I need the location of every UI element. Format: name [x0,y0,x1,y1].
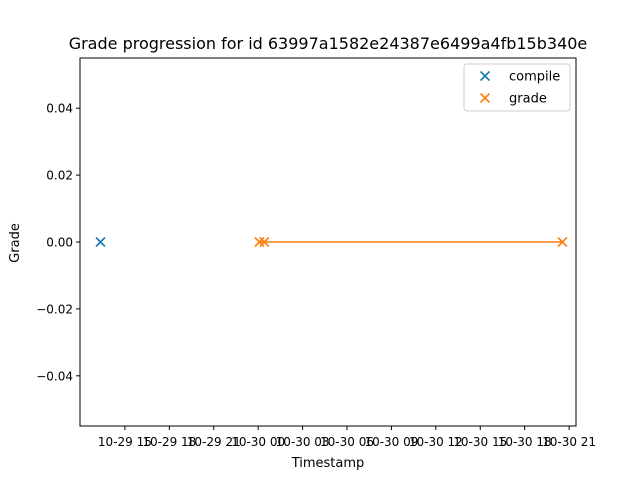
y-tick-label: 0.02 [46,169,73,183]
marker-stroke [95,236,106,248]
data-point-compile [95,236,106,248]
data-point-grade [259,236,270,248]
x-tick-label: 10-30 15 [453,435,507,449]
legend: compile grade [463,63,571,112]
x-tick-label: 10-30 12 [409,435,463,449]
x-tick-label: 10-30 03 [276,435,330,449]
x-tick-label: 10-30 09 [364,435,418,449]
y-tick-label: 0.00 [46,236,73,250]
x-tick-label: 10-30 06 [320,435,374,449]
marker-stroke [479,70,491,82]
chart-title: Grade progression for id 63997a1582e2438… [69,34,588,53]
legend-box [463,63,571,112]
legend-marker-grade [479,92,491,104]
legend-label-grade: grade [509,92,547,107]
x-tick-label: 10-30 18 [498,435,552,449]
marker-stroke [479,92,491,104]
marker-stroke [557,236,568,248]
marker-stroke [259,236,270,248]
y-tick-label: −0.04 [36,369,73,383]
x-tick-label: 10-30 00 [231,435,285,449]
y-tick-label: −0.02 [36,302,73,316]
data-point-grade [557,236,568,248]
x-tick-label: 10-30 21 [542,435,596,449]
x-tick-label: 10-29 21 [187,435,241,449]
x-axis-label: Timestamp [291,456,365,471]
series-compile [95,236,106,248]
series-grade [254,236,568,248]
x-tick-label: 10-29 18 [142,435,196,449]
legend-marker-compile [479,70,491,82]
y-tick-label: 0.04 [46,102,73,116]
legend-label-compile: compile [509,70,560,85]
x-tick-label: 10-29 15 [98,435,152,449]
y-axis-label: Grade [8,223,23,263]
